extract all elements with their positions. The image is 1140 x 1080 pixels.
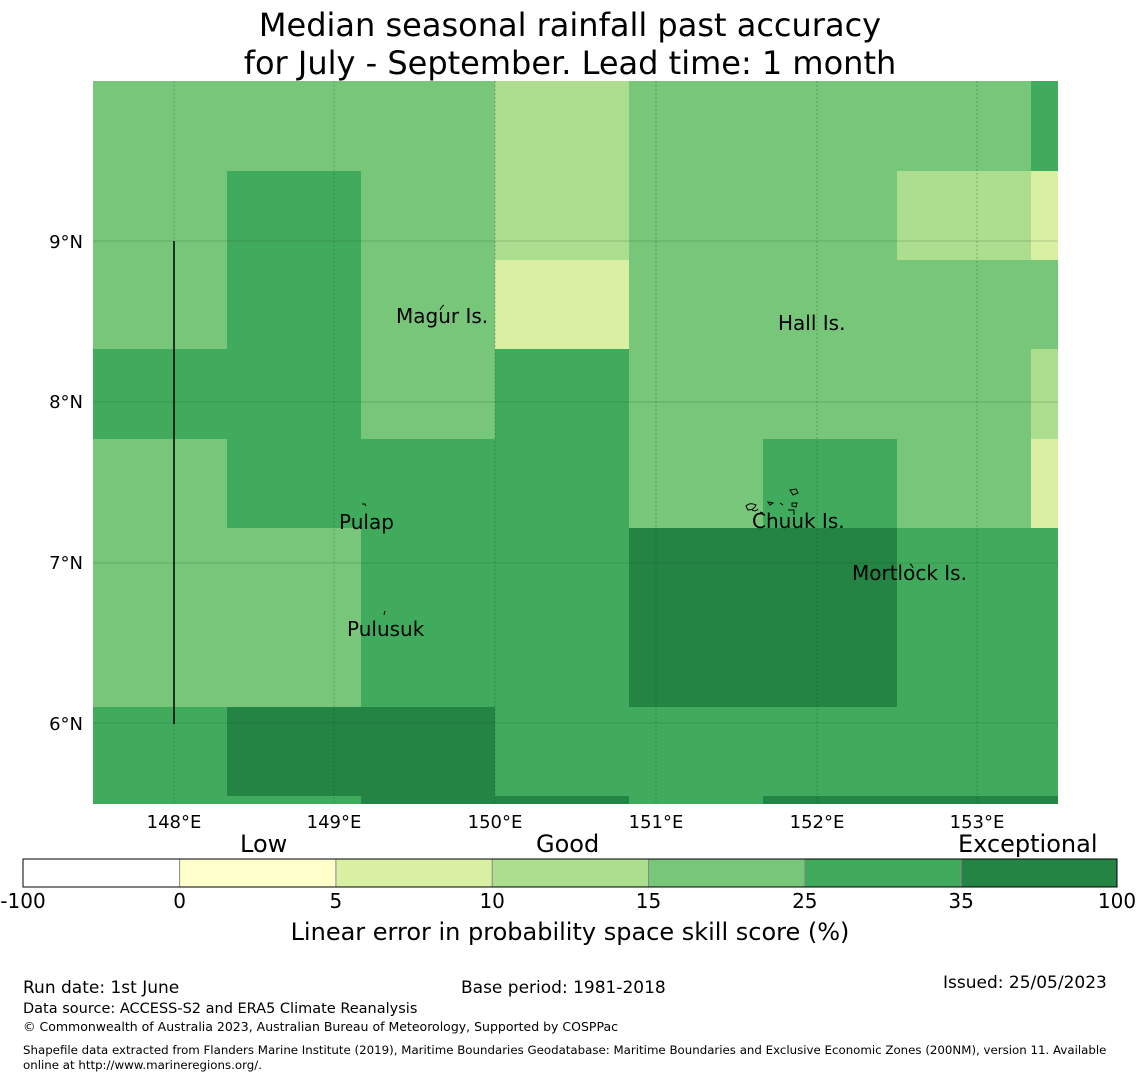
- y-tick-label: 7°N: [49, 553, 83, 574]
- island-label-chuuk: Chuuk Is.: [752, 509, 845, 533]
- colorbar-segment: [648, 859, 805, 887]
- island-label-pulap: Pulap: [339, 510, 394, 534]
- category-low: Low: [240, 830, 288, 858]
- colorbar-tick: 25: [792, 889, 818, 913]
- grid-cell: [361, 796, 495, 804]
- island-label-magur: Magur Is.: [396, 304, 488, 328]
- grid-cell: [897, 528, 1058, 707]
- colorbar-tick: 0: [173, 889, 186, 913]
- grid-cell: [93, 349, 361, 439]
- island-shape-mortlock: [909, 563, 914, 569]
- island-label-pulusuk: Pulusuk: [347, 617, 425, 641]
- grid-cell: [1031, 349, 1058, 439]
- grid-cell: [361, 349, 495, 439]
- copyright-notice: © Commonwealth of Australia 2023, Austra…: [23, 1019, 618, 1034]
- grid-cell: [93, 439, 227, 707]
- island-shape-magur: [439, 304, 445, 311]
- grid-cell: [495, 796, 629, 804]
- map-title-line-2: for July - September. Lead time: 1 month: [243, 44, 897, 82]
- parallel-lines: [93, 240, 1058, 724]
- colorbar-tick: 35: [948, 889, 974, 913]
- grid-cell: [227, 528, 361, 707]
- colorbar-segment: [23, 859, 180, 887]
- grid-cell: [629, 528, 897, 707]
- island-label-mortlock: Mortlock Is.: [852, 561, 967, 585]
- y-tick-label: 8°N: [49, 392, 83, 413]
- x-tick-label: 153°E: [950, 812, 1005, 830]
- base-period: Base period: 1981-2018: [461, 978, 666, 998]
- grid-cell: [361, 439, 495, 707]
- map-title-line-1: Median seasonal rainfall past accuracy: [258, 6, 882, 44]
- colorbar-dividers: [179, 859, 962, 887]
- longitude-tick-labels: 148°E 149°E 150°E 151°E 152°E 153°E: [147, 812, 1005, 830]
- colorbar-tick: 10: [479, 889, 505, 913]
- grid-cell: [495, 81, 629, 260]
- grid-cell: [1031, 260, 1058, 349]
- colorbar-title: Linear error in probability space skill …: [290, 918, 850, 946]
- colorbar: [22, 858, 1118, 888]
- latitude-tick-labels: 9°N 8°N 7°N 6°N: [49, 232, 83, 735]
- category-good: Good: [536, 830, 600, 858]
- category-exceptional: Exceptional: [958, 830, 1098, 858]
- colorbar-segments: [23, 859, 1118, 887]
- grid-cell: [227, 707, 495, 796]
- skill-grid-cells: [93, 81, 1058, 804]
- grid-cell: [1031, 81, 1058, 171]
- run-date: Run date: 1st June: [23, 978, 180, 998]
- colorbar-segment: [492, 859, 649, 887]
- colorbar-segment: [179, 859, 336, 887]
- island-shape-chuuk: [745, 488, 799, 515]
- x-tick-label: 149°E: [307, 812, 362, 830]
- grid-cell: [763, 796, 1058, 804]
- colorbar-tick: 5: [329, 889, 343, 913]
- y-tick-label: 9°N: [49, 232, 83, 253]
- colorbar-tick: 15: [635, 889, 662, 913]
- colorbar-segment: [804, 859, 962, 887]
- colorbar-segment: [335, 859, 493, 887]
- colorbar-tick: -100: [0, 889, 46, 913]
- issued-date: Issued: 25/05/2023: [943, 973, 1107, 993]
- island-outlines: [362, 304, 914, 616]
- island-shape-pulap: [362, 503, 367, 507]
- grid-cell: [763, 439, 897, 528]
- grid-cell: [495, 349, 629, 707]
- y-tick-label: 6°N: [49, 714, 83, 735]
- colorbar-segment: [961, 859, 1118, 887]
- colorbar-tick: 100: [1097, 889, 1137, 913]
- shapefile-credit-line-1: Shapefile data extracted from Flanders M…: [23, 1043, 1107, 1057]
- grid-cell: [495, 260, 629, 349]
- skill-score-map: Magur Is. Hall Is. Pulap Chuuk Is. Mortl…: [49, 81, 1058, 830]
- x-tick-label: 150°E: [468, 812, 523, 830]
- grid-cell: [1031, 439, 1058, 528]
- grid-cell: [1031, 171, 1058, 260]
- island-label-hall: Hall Is.: [778, 311, 845, 335]
- shapefile-credit-line-2: online at http://www.marineregions.org/.: [23, 1058, 262, 1072]
- island-labels: Magur Is. Hall Is. Pulap Chuuk Is. Mortl…: [339, 304, 967, 641]
- grid-cell: [897, 171, 1031, 260]
- x-tick-label: 148°E: [147, 812, 202, 830]
- data-source: Data source: ACCESS-S2 and ERA5 Climate …: [23, 1001, 418, 1017]
- colorbar-frame: [22, 858, 1118, 888]
- x-tick-label: 152°E: [790, 812, 845, 830]
- island-shape-pulusuk: [383, 610, 386, 616]
- x-tick-label: 151°E: [629, 812, 684, 830]
